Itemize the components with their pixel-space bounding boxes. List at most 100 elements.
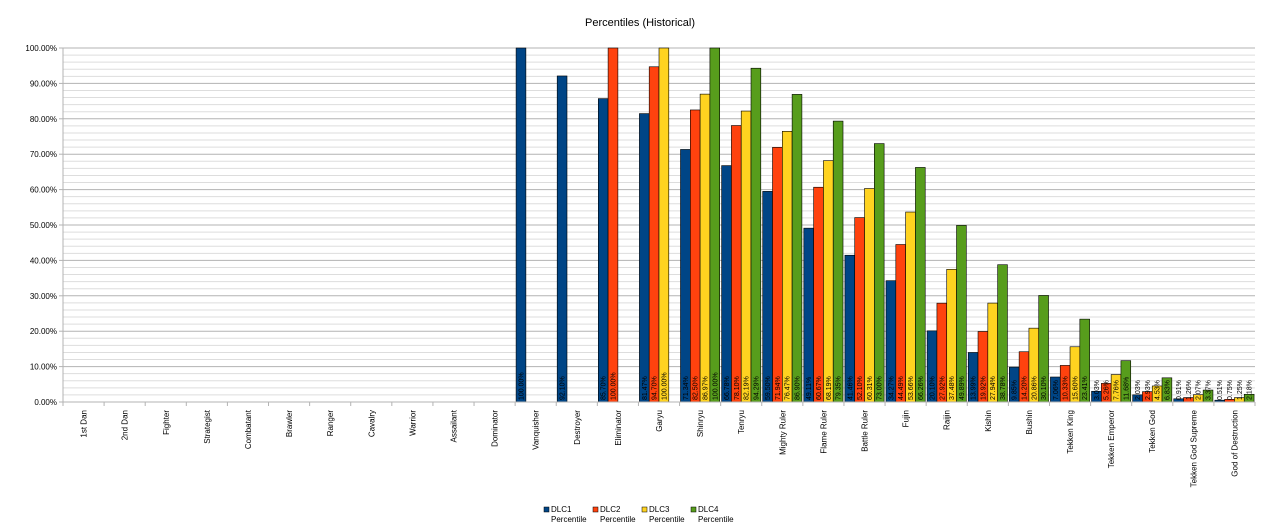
x-tick-label: Assailant [449, 409, 458, 442]
legend-label: Percentile [649, 515, 685, 524]
y-tick-label: 70.00% [30, 150, 57, 159]
data-label: 27.94% [990, 376, 997, 400]
bar-dlc3-percentile [905, 211, 916, 403]
y-axis: 0.00% 10.00% 20.00% 30.00% 40.00% 50.00% 60.00… [25, 44, 64, 407]
bar-dlc1-percentile [639, 113, 650, 403]
data-label: 37.48% [949, 376, 956, 400]
y-tick-label: 90.00% [30, 79, 57, 88]
x-tick-label: Destroyer [573, 410, 582, 445]
legend-label: DLC3 [649, 505, 670, 514]
x-tick-label: Ranger [326, 410, 335, 437]
data-label: 60.67% [816, 376, 823, 400]
legend: DLC1PercentileDLC2PercentileDLC3Percenti… [543, 505, 734, 524]
x-tick-label: Brawler [285, 410, 294, 437]
y-tick-label: 10.00% [30, 363, 57, 372]
x-tick-label: Strategist [203, 409, 212, 444]
bar-dlc2-percentile [772, 147, 783, 403]
x-tick-label: Battle Ruler [861, 410, 870, 452]
bar-dlc2-percentile [813, 186, 824, 403]
x-axis: 1st Dan 2nd Dan Fighter Strategist Combatant… [62, 401, 1256, 487]
data-label: 94.29% [753, 376, 760, 400]
bar-dlc2-percentile [607, 47, 619, 403]
data-label: 52.10% [857, 376, 864, 400]
legend-label: Percentile [600, 515, 636, 524]
x-tick-label: Combatant [244, 409, 253, 449]
data-label: 49.89% [959, 376, 966, 400]
data-label: 53.66% [908, 376, 915, 400]
data-label: 5.26% [1104, 380, 1111, 400]
legend-swatch [690, 506, 697, 513]
data-label: 0.91% [1176, 380, 1183, 400]
bar-dlc1-percentile [721, 165, 732, 403]
legend-label: Percentile [551, 515, 587, 524]
data-label: 66.78% [724, 376, 731, 400]
data-label: 1.25% [1237, 380, 1244, 400]
x-tick-label: Tekken God Supreme [1189, 409, 1198, 487]
bar-dlc4-percentile [791, 94, 803, 403]
data-label: 15.60% [1072, 376, 1079, 400]
data-label: 2.18% [1247, 380, 1254, 400]
data-label: 23.41% [1082, 376, 1089, 400]
data-labels: 100.00% 92.10% 85.70% 81.47% 71.34% 66.78% 59.… [518, 372, 1253, 400]
bar-dlc3-percentile [658, 47, 670, 403]
data-label: 100.00% [610, 372, 617, 400]
data-label: 41.46% [847, 376, 854, 400]
bar-dlc4-percentile [915, 167, 926, 403]
data-label: 7.06% [1053, 380, 1060, 400]
x-tick-label: Fighter [162, 410, 171, 435]
data-label: 6.83% [1164, 380, 1171, 400]
data-label: 34.27% [888, 376, 895, 400]
bar-dlc1-percentile [762, 191, 773, 403]
bar-dlc1-percentile [680, 149, 691, 403]
chart-title: Percentiles (Historical) [585, 17, 695, 29]
x-tick-label: God of Destruction [1230, 410, 1239, 477]
legend-label: DLC2 [600, 505, 621, 514]
data-label: 3.37% [1206, 380, 1213, 400]
legend-label: DLC4 [698, 505, 719, 514]
bar-dlc4-percentile [874, 143, 885, 403]
data-label: 0.75% [1227, 380, 1234, 400]
bar-dlc1-percentile [515, 47, 527, 403]
data-label: 73.00% [877, 376, 884, 400]
data-label: 100.00% [712, 372, 719, 400]
bar-dlc1-percentile [597, 98, 609, 403]
y-tick-label: 0.00% [34, 398, 57, 407]
bar-dlc4-percentile [750, 67, 762, 403]
x-tick-label: 1st Dan [80, 410, 89, 438]
data-label: 60.31% [867, 376, 874, 400]
x-tick-label: Kishin [984, 410, 993, 432]
bar-dlc3-percentile [782, 130, 793, 403]
x-tick-label: 2nd Dan [121, 410, 130, 440]
legend-swatch [592, 506, 599, 513]
data-label: 66.26% [918, 376, 925, 400]
bar-dlc4-percentile [832, 120, 844, 403]
x-tick-label: Fujin [902, 410, 911, 427]
y-tick-label: 20.00% [30, 327, 57, 336]
bar-dlc2-percentile [731, 125, 742, 403]
data-label: 82.19% [744, 376, 751, 400]
legend-label: Percentile [698, 515, 734, 524]
x-tick-label: Mighty Ruler [778, 410, 787, 455]
bar-dlc1-percentile [803, 227, 814, 403]
data-label: 85.70% [601, 376, 608, 400]
bar-dlc3-percentile [699, 93, 711, 403]
x-tick-label: Bushin [1025, 410, 1034, 434]
bar-dlc4-percentile [956, 225, 967, 403]
x-tick-label: Tekken God [1148, 410, 1157, 453]
x-tick-label: Vanquisher [532, 410, 541, 450]
data-label: 79.35% [836, 376, 843, 400]
data-label: 2.07% [1196, 380, 1203, 400]
x-tick-label: Cavalry [367, 410, 376, 437]
data-label: 19.92% [980, 376, 987, 400]
x-tick-label: Flame Ruler [819, 410, 828, 454]
x-tick-label: Tekken Emperor [1107, 410, 1116, 469]
y-tick-label: 50.00% [30, 221, 57, 230]
data-label: 20.86% [1031, 376, 1038, 400]
bar-dlc2-percentile [690, 109, 701, 403]
x-tick-label: Eliminator [614, 410, 623, 446]
data-label: 30.10% [1041, 376, 1048, 400]
data-label: 20.10% [930, 376, 937, 400]
data-label: 81.47% [642, 376, 649, 400]
bar-dlc3-percentile [864, 188, 875, 403]
data-label: 59.50% [765, 376, 772, 400]
